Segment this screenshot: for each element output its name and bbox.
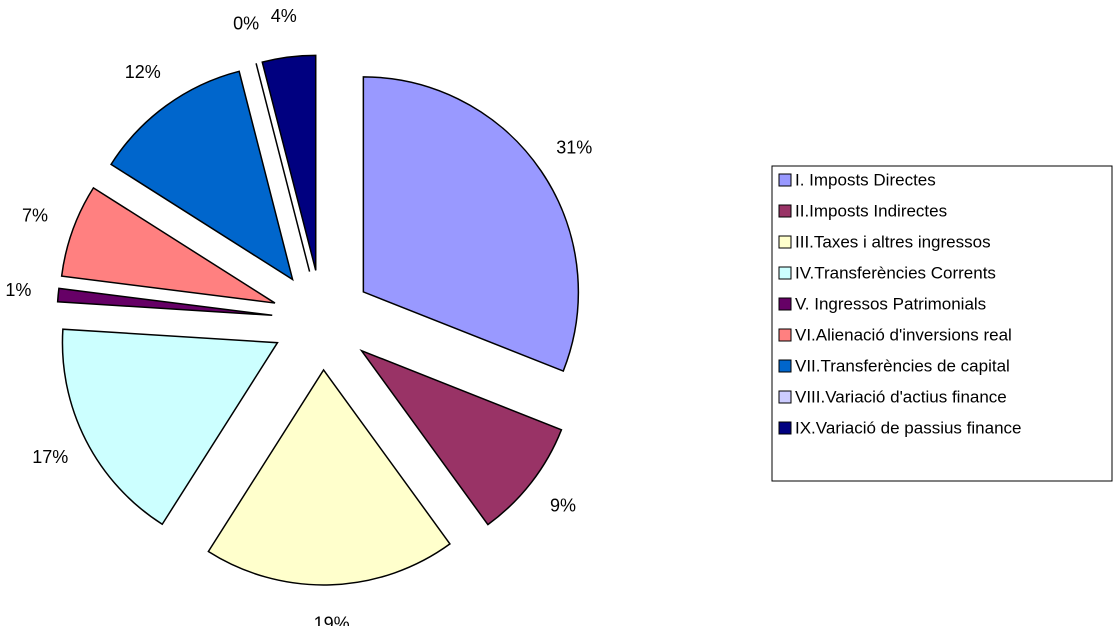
data-label: 12% [125,62,161,82]
legend-label: III.Taxes i altres ingressos [795,232,991,251]
data-label: 31% [556,137,592,157]
data-label: 17% [32,447,68,467]
legend-label: V. Ingressos Patrimonials [795,294,986,313]
legend-swatch [778,421,792,435]
legend-label: VII.Transferències de capital [795,356,1010,375]
legend-swatch [778,328,792,342]
legend-swatch [778,173,792,187]
data-label: 9% [550,496,576,516]
legend-label: IV.Transferències Corrents [795,263,996,282]
legend-swatch [778,297,792,311]
legend-label: VIII.Variació d'actius finance [795,387,1007,406]
pie-slice [61,328,279,526]
pie-slice [261,54,317,271]
legend-label: II.Imposts Indirectes [795,201,947,220]
legend-label: VI.Alienació d'inversions real [795,325,1012,344]
data-label: 4% [271,6,297,26]
legend-swatch [778,204,792,218]
pie-slice [207,368,451,586]
pie-slice [359,348,563,526]
legend-swatch [778,266,792,280]
legend-label: IX.Variació de passius finance [795,418,1021,437]
legend-box [771,165,1113,482]
data-label: 7% [22,205,48,225]
legend-swatch [778,235,792,249]
pie-slice [56,287,273,317]
data-label: 1% [5,280,31,300]
pie-slice [110,70,294,282]
data-label: 19% [314,614,350,626]
pie-slice [362,76,580,373]
legend-label: I. Imposts Directes [795,170,936,189]
legend-swatch [778,359,792,373]
data-label: 0% [233,13,259,33]
legend-swatch [778,390,792,404]
pie-slice [60,186,276,304]
